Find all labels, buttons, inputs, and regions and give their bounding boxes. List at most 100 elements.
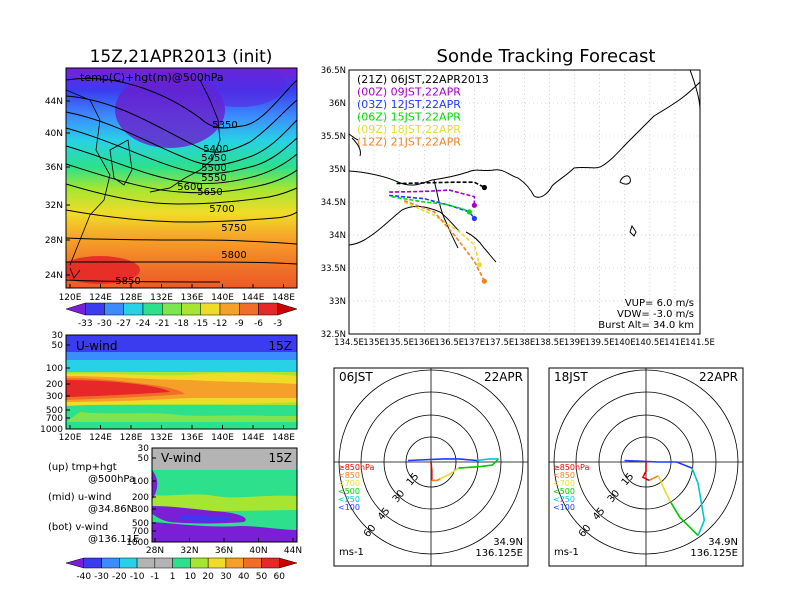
map-lon-tick: 148E [272,293,295,303]
panel-notes: (up) tmp+hgt@500hPa (mid) u-wind@34.86N (b… [48,462,139,545]
hodo-level: <500 [338,487,360,496]
kii-peninsula [433,179,459,249]
colorbar-cell [278,557,298,569]
track-legend-entry: (12Z) 21JST,22APR [357,136,461,149]
uwind-ytick: 1000 [40,425,63,435]
landing-point [471,215,477,222]
colorbar-tick: -30 [94,572,109,582]
height-contour [66,145,297,185]
contour-label: 5450 [201,153,226,164]
sonde-track [391,195,470,213]
contour-label: 5700 [209,204,234,215]
panel-note-line2: @500hPa [88,474,135,485]
uwind-xtick: 128E [120,433,143,443]
colorbar-cell [85,302,105,316]
map-lon-tick: 132E [150,293,173,303]
map-lon-tick: 120E [59,293,82,303]
track-legend-entry: (09Z) 18JST,22APR [357,123,461,136]
left-title: 15Z,21APR2013 (init) [90,47,273,67]
track-lat-tick: 33.5N [321,264,346,274]
uwind-ytick: 500 [46,406,63,416]
colorbar-cell [123,302,144,316]
sonde-track [396,181,485,189]
map-lon-tick: 124E [89,293,112,303]
track-lon-tick: 139E [564,338,586,348]
height-contour [66,95,297,153]
track-param: VUP= 6.0 m/s [625,298,694,309]
hodo-trace [641,462,650,482]
hodo-level: <100 [338,503,360,512]
track-lat-tick: 35N [329,165,346,175]
honshu-coastline [349,81,700,198]
colorbar-cell [65,557,85,569]
temp-colorbar: -33 -30 -27 -24 -21 -18 -15 -12 -9 -6 -3 [65,302,298,329]
colorbar-tick: 20 [202,572,214,582]
panel-note-line1: (mid) u-wind [48,492,111,503]
landing-point [466,209,472,215]
map-lat-tick: 44N [45,97,63,107]
hodo-trace [624,459,693,469]
colorbar-cell [83,557,102,569]
track-lon-tick: 141.5E [685,338,715,348]
landing-point [476,262,482,268]
panel-note-line2: @34.86N [88,504,134,515]
contour-label: 5350 [212,120,237,131]
uwind-ytick: 50 [52,341,64,351]
map-lat-tick: 28N [45,236,63,246]
colorbar-tick: -3 [273,319,282,329]
hodo-lat: 34.9N [493,537,523,548]
contour-label: 5800 [221,250,246,261]
hodo-level: <250 [338,495,360,504]
height-contour [66,127,297,175]
hodo-level: <850 [338,471,360,480]
track-param: VDW= -3.0 m/s [617,309,694,320]
colorbar-tick: -21 [155,319,170,329]
map-lon-tick: 140E [211,293,234,303]
colorbar-cell [119,557,138,569]
vwind-ytick: 300 [132,505,149,515]
hodo-trace [407,458,478,462]
colorbar-tick: -20 [112,572,127,582]
uwind-xtick: 136E [181,433,204,443]
uwind-xtick: 124E [89,433,112,443]
sonde-track [389,194,476,219]
hodo-lon: 136.125E [690,548,738,559]
vwind-xtick: 28N [146,546,164,556]
track-lon-tick: 136.5E [434,338,464,348]
hodo-level: <700 [338,479,360,488]
track-lon-tick: 139.5E [585,338,615,348]
japan-coastline [149,79,221,193]
colorbar-cell [190,557,209,569]
colorbar-tick: -10 [130,572,145,582]
track-legend-entry: (00Z) 09JST,22APR [357,86,461,99]
colorbar-cell [104,302,124,316]
hodo-date: 22APR [699,370,738,384]
map-lon-tick: 136E [181,293,204,303]
height-contour [66,209,297,223]
colorbar-cell [162,302,182,316]
contour-label: 5400 [203,144,228,155]
uwind-ytick: 200 [46,380,63,390]
colorbar-cell [101,557,120,569]
hodo-lon: 136.125E [475,548,523,559]
colorbar-cell [200,302,221,316]
track-lat-tick: 36.5N [321,66,346,76]
track-lat-tick: 32.5N [321,330,346,340]
uwind-xtick: 132E [150,433,173,443]
vwind-ytick: 700 [132,527,149,537]
uwind-xtick: 120E [59,433,82,443]
colorbar-cell [136,557,156,569]
hodo-level: <100 [553,503,575,512]
contour-label: 5600 [177,182,202,193]
track-legend-entry: (06Z) 15JST,22APR [357,111,461,124]
colorbar-tick: -40 [76,572,91,582]
hodo-time: 06JST [339,370,373,384]
track-lon-tick: 137.5E [485,338,515,348]
track-lon-tick: 135E [363,338,385,348]
track-legend-entry: (21Z) 06JST,22APR2013 [357,73,489,86]
hodo-units: ms-1 [339,547,364,558]
